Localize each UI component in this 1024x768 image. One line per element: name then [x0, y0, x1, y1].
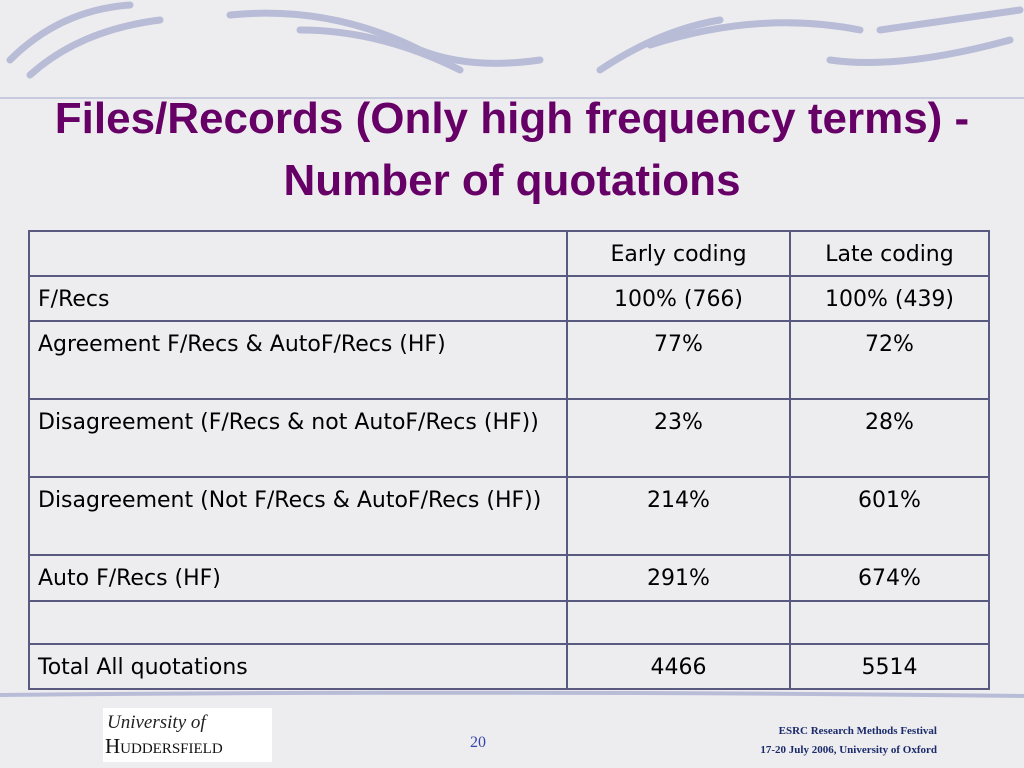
row-label: Auto F/Recs (HF): [28, 554, 568, 602]
cell: 5514: [789, 643, 990, 690]
row-label: Total All quotations: [28, 643, 568, 690]
row-label: F/Recs: [28, 275, 568, 322]
cell: 72%: [789, 320, 990, 400]
cell: 77%: [566, 320, 791, 400]
table: Early coding Late coding F/Recs 100% (766)…: [28, 230, 990, 690]
cell: 674%: [789, 554, 990, 602]
cell: 214%: [566, 476, 791, 556]
cell: 291%: [566, 554, 791, 602]
cell: 28%: [789, 398, 990, 478]
row-label: Disagreement (Not F/Recs & AutoF/Recs (H…: [28, 476, 568, 556]
cell: 23%: [566, 398, 791, 478]
title: Files/Records (Only high frequency terms…: [54, 94, 970, 205]
cell: 100% (439): [789, 275, 990, 322]
logo-text: Huddersfield: [105, 734, 223, 758]
cell: 4466: [566, 643, 791, 690]
event-name: ESRC Research Methods Festival: [778, 725, 937, 737]
event-info: ESRC Research Methods Festival 17-20 Jul…: [760, 722, 937, 760]
header-cell: Late coding: [789, 230, 990, 277]
logo: University of Huddersfield: [103, 708, 272, 762]
decoration: [0, 1, 1024, 99]
divider: [0, 690, 1024, 698]
cell: 100% (766): [566, 275, 791, 322]
logo-text: University of: [107, 712, 206, 733]
event-date: 17-20 July 2006, University of Oxford: [760, 744, 937, 756]
row-label: Disagreement (F/Recs & not AutoF/Recs (H…: [28, 398, 568, 478]
row-label: Agreement F/Recs & AutoF/Recs (HF): [28, 320, 568, 400]
cell: 601%: [789, 476, 990, 556]
header-cell: Early coding: [566, 230, 791, 277]
page-number: 20: [470, 734, 486, 751]
